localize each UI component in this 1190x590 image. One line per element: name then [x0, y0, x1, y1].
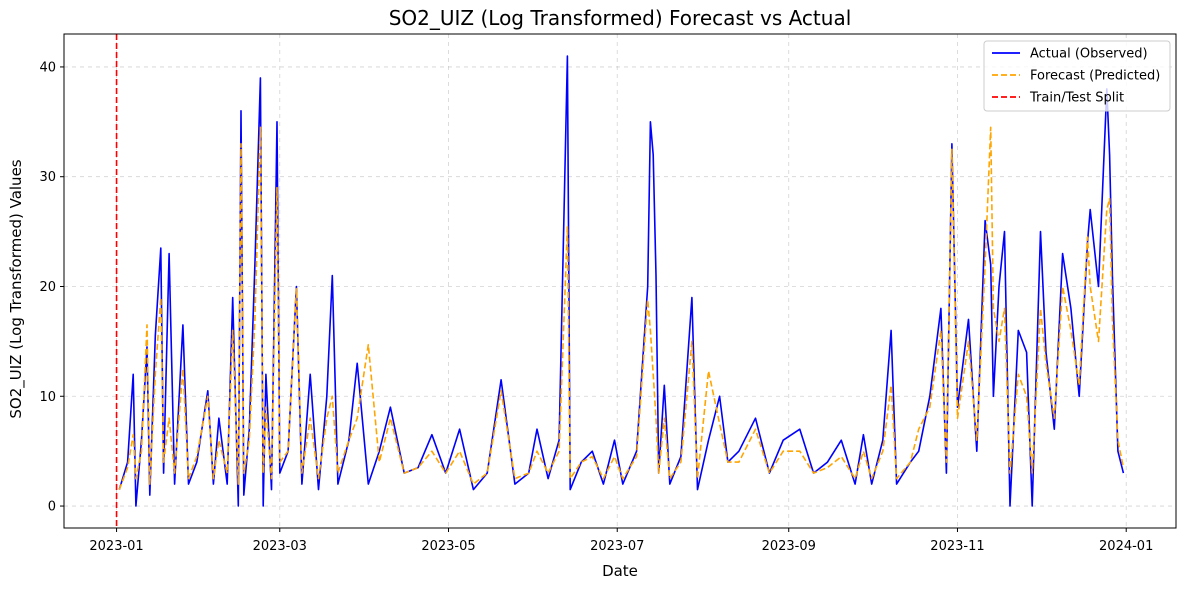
x-tick-label: 2023-01 — [89, 539, 143, 554]
grid — [64, 34, 1176, 528]
y-tick-label: 0 — [48, 500, 56, 515]
axes-frame — [63, 33, 1177, 529]
y-tick-label: 20 — [39, 280, 56, 295]
axes: 0 10 20 30 40 2023-01 2023-03 2023-05 2023-07 202… — [39, 33, 1177, 554]
legend-box — [983, 40, 1171, 112]
chart-title: SO2_UIZ (Log Transformed) Forecast vs Ac… — [389, 6, 852, 30]
x-tick-label: 2023-03 — [253, 539, 307, 554]
x-tick-label: 2024-01 — [1099, 539, 1153, 554]
legend-label: Forecast (Predicted) — [1030, 69, 1160, 84]
x-tick-label: 2023-05 — [421, 539, 475, 554]
y-axis-label: SO2_UIZ (Log Transformed) Values — [7, 159, 26, 418]
y-tick-label: 40 — [39, 60, 56, 75]
plot-area — [115, 34, 1125, 528]
legend-label: Actual (Observed) — [1030, 47, 1148, 62]
legend-label: Train/Test Split — [1029, 91, 1124, 106]
y-tick-label: 30 — [39, 170, 56, 185]
legend: Actual (Observed) Forecast (Predicted) Tra… — [983, 40, 1171, 112]
forecast-predicted-line — [118, 126, 1125, 490]
x-tick-label: 2023-07 — [590, 539, 644, 554]
y-tick-label: 10 — [39, 390, 56, 405]
x-axis-label: Date — [602, 562, 638, 580]
x-tick-label: 2023-09 — [762, 539, 816, 554]
x-tick-label: 2023-11 — [930, 539, 984, 554]
